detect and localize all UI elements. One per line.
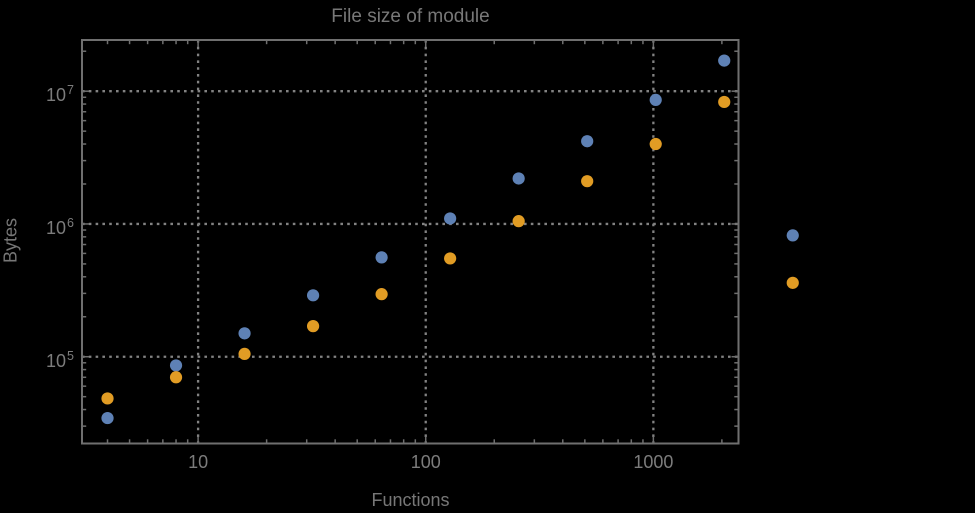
- data-point-series-blue: [718, 54, 731, 67]
- data-point-series-blue: [512, 172, 525, 185]
- data-point-series-blue: [581, 135, 594, 148]
- data-point-series-blue: [101, 411, 114, 425]
- y-tick-base: 10: [46, 85, 67, 106]
- y-tick-exponent: 5: [67, 348, 74, 363]
- data-point-series-blue: [169, 359, 183, 372]
- x-tick-label-10: 10: [188, 452, 209, 472]
- plot-frame: [81, 39, 740, 445]
- data-point-series-blue: [649, 93, 662, 106]
- data-point-series-orange: [718, 95, 731, 109]
- data-point-series-orange: [444, 252, 457, 265]
- y-tick-exponent: 6: [67, 215, 74, 230]
- y-tick-label-10e5: 105: [0, 344, 74, 373]
- data-point-series-orange: [101, 392, 114, 405]
- y-tick-label-10e7: 107: [0, 78, 74, 107]
- data-point-series-blue: [238, 327, 251, 340]
- data-point-series-orange: [649, 137, 662, 151]
- data-point-series-blue: [444, 212, 457, 225]
- data-point-series-blue: [375, 251, 388, 264]
- data-point-series-orange: [169, 371, 183, 384]
- data-point-series-orange: [786, 276, 799, 289]
- data-point-series-blue: [306, 289, 320, 302]
- x-axis-label: Functions: [371, 490, 450, 510]
- y-tick-base: 10: [46, 217, 67, 238]
- data-point-series-orange: [238, 347, 251, 361]
- y-tick-label-10e6: 106: [0, 211, 74, 240]
- data-point-series-orange: [375, 288, 388, 301]
- data-point-series-orange: [306, 320, 320, 333]
- x-tick-label-100: 100: [410, 452, 441, 472]
- y-tick-exponent: 7: [67, 83, 74, 98]
- y-tick-base: 10: [46, 350, 67, 371]
- x-tick-label-1000: 1000: [633, 452, 674, 472]
- data-point-series-blue: [786, 229, 799, 242]
- data-point-series-orange: [581, 175, 594, 188]
- chart-title: File size of module: [331, 6, 490, 27]
- data-point-series-orange: [512, 215, 525, 228]
